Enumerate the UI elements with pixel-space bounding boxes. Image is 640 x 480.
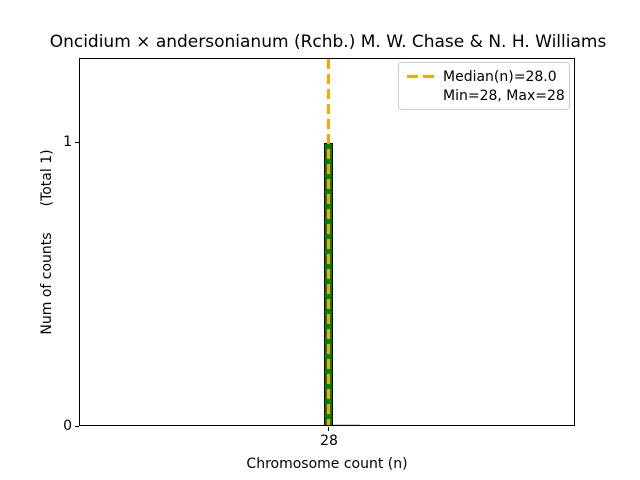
x-axis-label: Chromosome count (n) — [246, 456, 408, 472]
legend-entry-minmax: Min=28, Max=28 — [407, 86, 565, 105]
zero-height-bin-edge — [333, 423, 360, 425]
legend: Median(n)=28.0 Min=28, Max=28 — [398, 62, 570, 110]
legend-label-median: Median(n)=28.0 — [443, 68, 557, 85]
y-axis-label: Num of counts (Total 1) — [39, 149, 55, 334]
chart-title: Oncidium × andersonianum (Rchb.) M. W. C… — [49, 32, 607, 52]
orange-dashed-line-icon — [407, 74, 435, 79]
legend-entry-median: Median(n)=28.0 — [407, 67, 561, 86]
legend-label-minmax: Min=28, Max=28 — [443, 87, 565, 104]
plot-area: Median(n)=28.0 Min=28, Max=28 — [79, 58, 575, 426]
xtick-mark-28 — [328, 427, 330, 431]
median-dashed-line — [327, 59, 330, 425]
ytick-label-0: 0 — [63, 418, 72, 434]
ytick-label-1: 1 — [63, 134, 72, 150]
ytick-mark-0 — [75, 425, 79, 427]
xtick-label-28: 28 — [320, 433, 338, 449]
y-axis-label-main: Num of counts — [39, 232, 55, 335]
legend-blank-handle — [407, 94, 435, 98]
ytick-mark-1 — [75, 141, 79, 143]
y-axis-label-total: (Total 1) — [39, 149, 55, 207]
